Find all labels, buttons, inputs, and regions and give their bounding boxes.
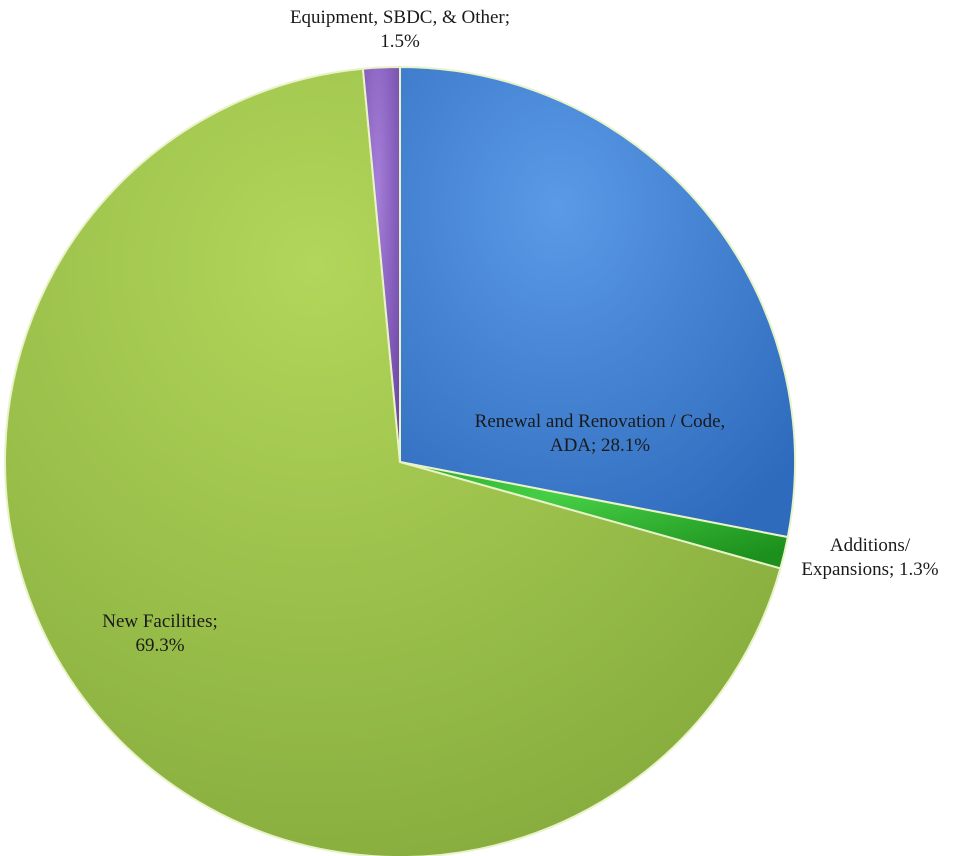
slice-label-renewal: Renewal and Renovation / Code, ADA; 28.1… [400, 410, 800, 458]
slice-label-new-facilities-line1: New Facilities; [102, 611, 218, 632]
slice-label-additions-line1: Additions/ [829, 535, 911, 556]
slice-label-new-facilities: New Facilities; 69.3% [40, 610, 280, 658]
slice-new-facilities [4, 67, 782, 856]
slice-label-equipment: Equipment, SBDC, & Other; 1.5% [190, 6, 610, 54]
slice-label-new-facilities-line2: 69.3% [135, 635, 185, 656]
slice-label-equipment-line1: Equipment, SBDC, & Other; [289, 7, 511, 28]
slice-renewal [399, 65, 796, 539]
slice-label-additions: Additions/ Expansions; 1.3% [760, 534, 980, 582]
slice-label-additions-line2: Expansions; 1.3% [801, 559, 939, 580]
slice-label-renewal-line2: ADA; 28.1% [549, 435, 651, 456]
slice-label-renewal-line1: Renewal and Renovation / Code, [474, 411, 726, 432]
slice-label-equipment-line2: 1.5% [380, 31, 420, 52]
slice-equipment [361, 65, 401, 463]
